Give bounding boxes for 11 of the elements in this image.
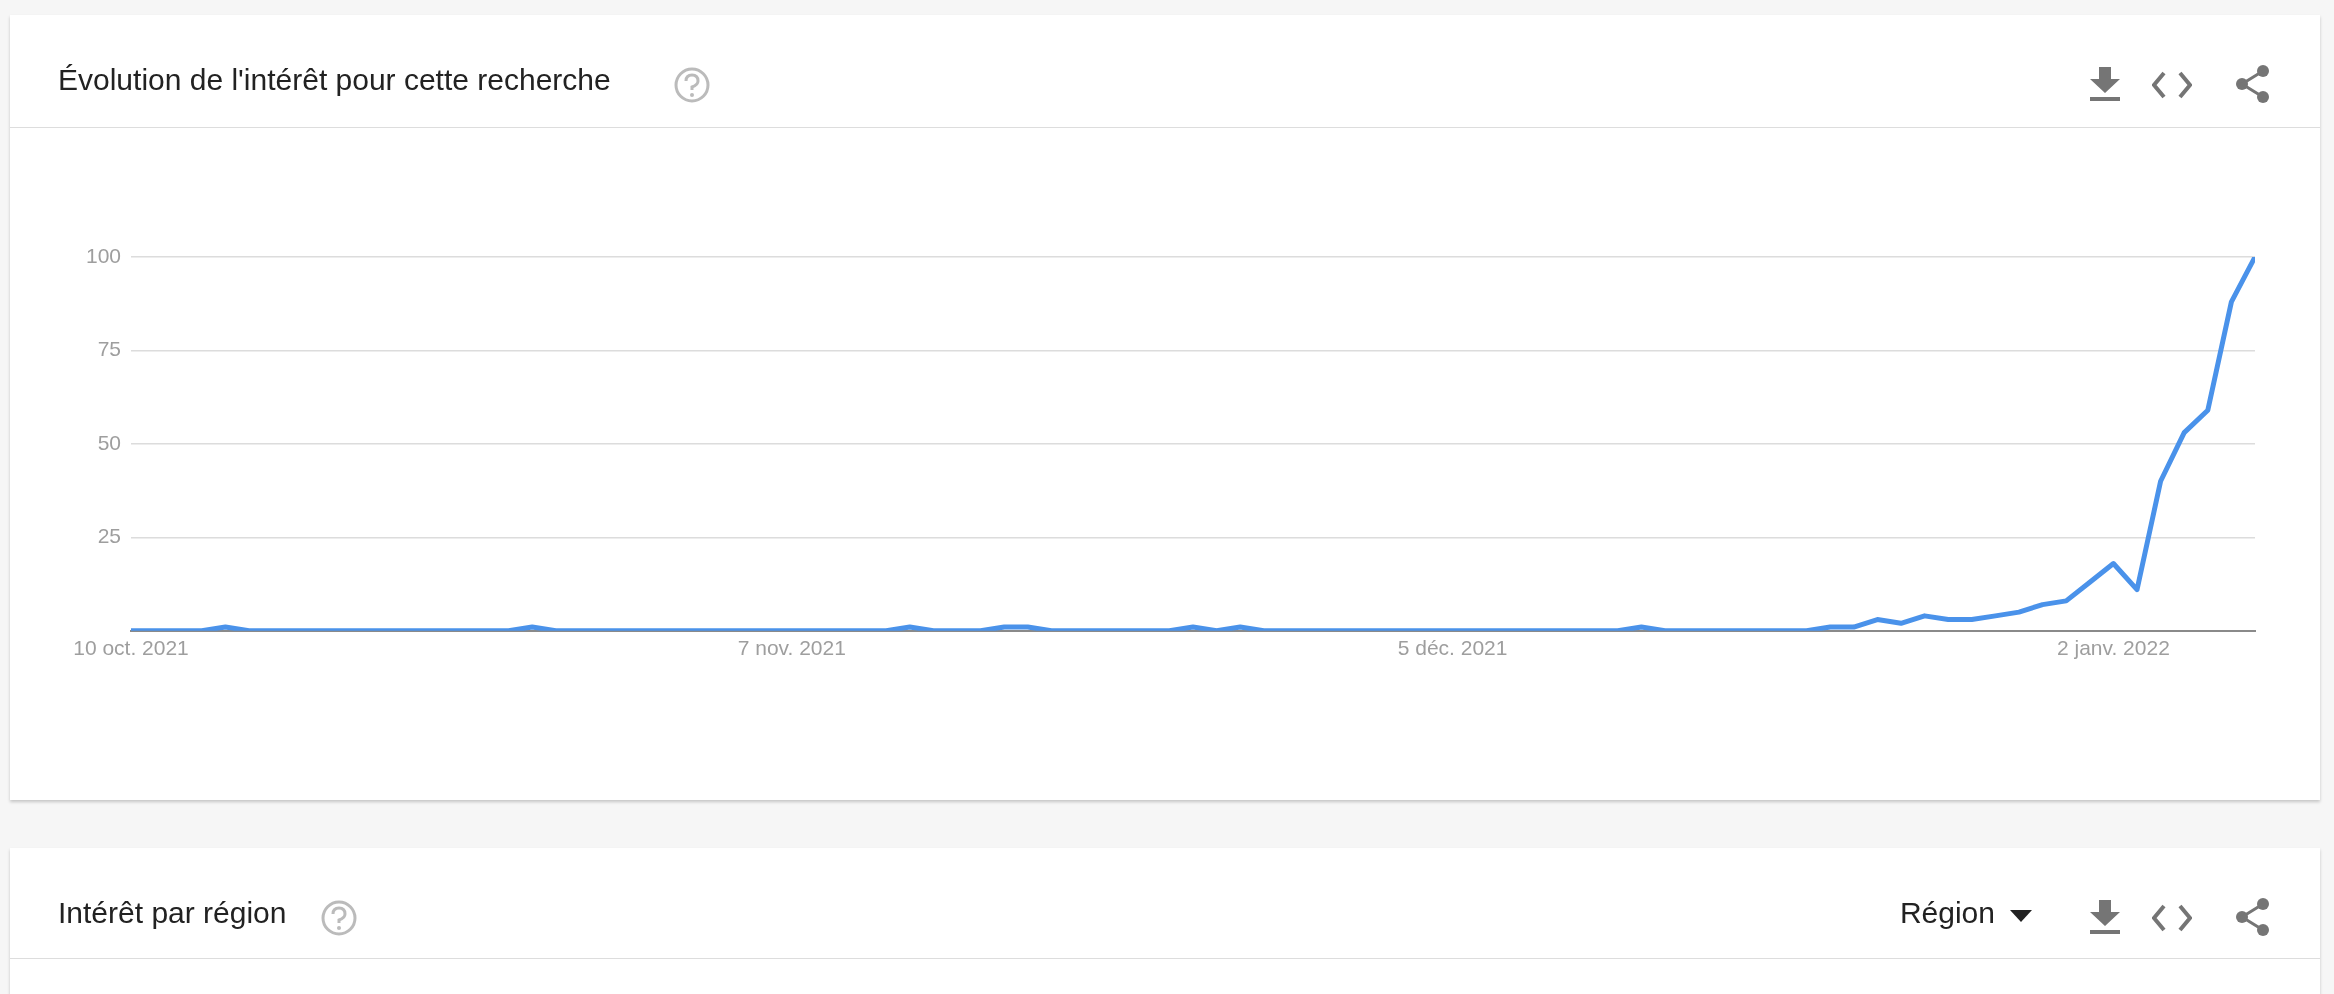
y-tick-label: 100 — [85, 243, 121, 267]
x-tick-label: 5 déc. 2021 — [1397, 636, 1508, 660]
y-tick-label: 50 — [97, 430, 121, 454]
y-tick-label: 75 — [97, 337, 121, 361]
x-tick-label: 10 oct. 2021 — [73, 636, 189, 660]
text: Région — [1899, 896, 1995, 930]
x-tick-label: 7 nov. 2021 — [737, 636, 846, 660]
text: Intérêt par région — [58, 896, 287, 930]
chart-title: Évolution de l'intérêt pour cette recherche — [58, 63, 611, 97]
y-tick-label: 25 — [97, 524, 121, 548]
x-tick-label: 2 janv. 2022 — [2056, 636, 2170, 660]
